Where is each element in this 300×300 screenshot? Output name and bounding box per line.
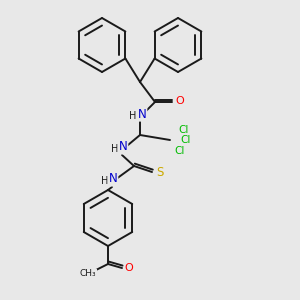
Text: H: H (111, 144, 119, 154)
Text: N: N (138, 107, 146, 121)
Text: H: H (101, 176, 109, 186)
Text: N: N (118, 140, 127, 154)
Text: CH₃: CH₃ (80, 269, 96, 278)
Text: O: O (124, 263, 134, 273)
Text: Cl: Cl (181, 135, 191, 145)
Text: Cl: Cl (175, 146, 185, 156)
Text: N: N (109, 172, 117, 185)
Text: O: O (176, 96, 184, 106)
Text: S: S (156, 166, 164, 178)
Text: H: H (129, 111, 137, 121)
Text: Cl: Cl (179, 125, 189, 135)
